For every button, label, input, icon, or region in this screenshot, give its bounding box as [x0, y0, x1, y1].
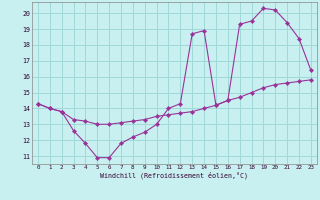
- X-axis label: Windchill (Refroidissement éolien,°C): Windchill (Refroidissement éolien,°C): [100, 172, 248, 179]
